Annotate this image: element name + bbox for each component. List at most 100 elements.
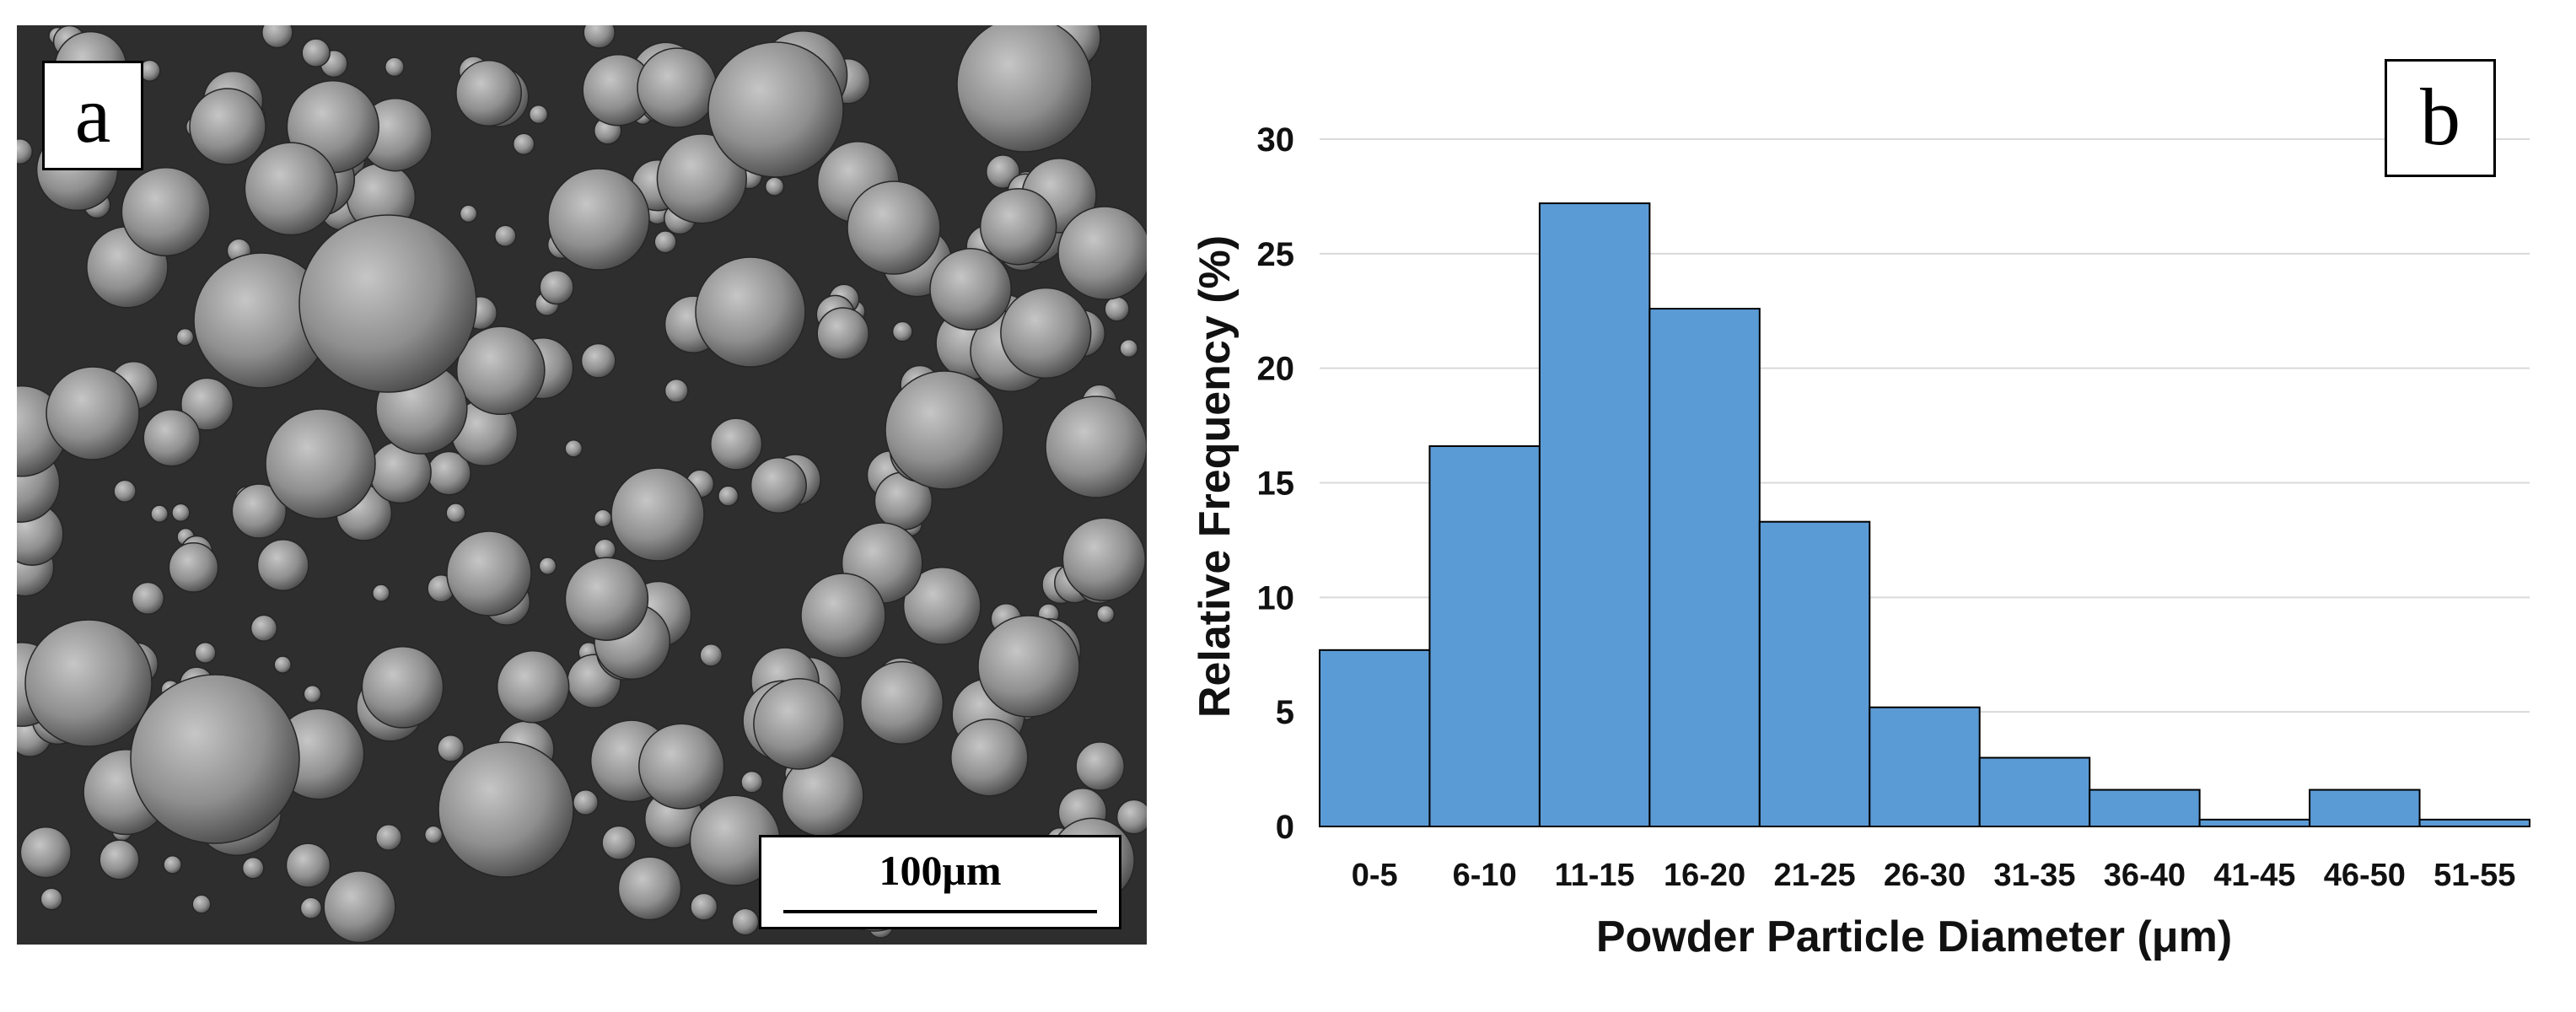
x-tick-label: 36-40: [2104, 858, 2186, 893]
powder-particle: [710, 417, 763, 471]
bar-36-40: [2089, 789, 2201, 827]
powder-particle: [564, 439, 583, 458]
powder-particle: [1104, 296, 1130, 322]
powder-particle: [860, 660, 944, 745]
powder-particle: [617, 856, 682, 921]
powder-particle: [1096, 605, 1116, 624]
panel-label-b: b: [2385, 59, 2496, 177]
powder-particle: [1045, 396, 1147, 498]
powder-particle: [143, 409, 201, 467]
powder-particle: [512, 132, 535, 156]
bar-6-10: [1428, 445, 1541, 827]
powder-particle: [298, 214, 477, 393]
powder-particle: [977, 615, 1080, 718]
powder-particle: [1057, 206, 1147, 300]
powder-particle: [1116, 799, 1147, 835]
y-tick-label: 5: [1276, 694, 1294, 731]
powder-particle: [985, 154, 1020, 190]
powder-particle: [494, 224, 517, 247]
powder-particle: [303, 684, 322, 703]
bar-46-50: [2309, 789, 2421, 827]
histogram-panel: 0 5 10 15 20 25 30 0-5 6-10 11-15 16-20 21-25 26-30…: [1155, 25, 2546, 987]
powder-particle: [46, 366, 140, 460]
powder-particle: [113, 479, 137, 503]
x-tick-label: 31-35: [1993, 858, 2075, 893]
powder-particle: [1119, 338, 1138, 358]
powder-particle: [547, 168, 650, 271]
powder-particle: [573, 789, 599, 816]
histogram-chart: 0 5 10 15 20 25 30 0-5 6-10 11-15 16-20 21-25 26-30…: [1191, 121, 2530, 961]
powder-particle: [564, 557, 649, 641]
powder-particle: [423, 825, 444, 844]
powder-particle: [131, 581, 165, 616]
powder-particle: [956, 25, 1093, 153]
powder-particle: [528, 104, 549, 125]
powder-particle: [299, 896, 323, 920]
powder-particle: [731, 907, 760, 936]
powder-particle: [538, 557, 557, 575]
powder-particle: [695, 256, 806, 368]
powder-particle: [610, 467, 705, 562]
powder-particle: [583, 25, 616, 49]
powder-particle: [539, 269, 574, 305]
sem-micrograph-panel: a 100μm: [17, 25, 1147, 945]
bar-0-5: [1319, 649, 1431, 827]
powder-particle: [384, 57, 405, 78]
powder-particle: [664, 378, 689, 403]
y-tick-label: 0: [1276, 809, 1294, 846]
y-axis-ticks: 0 5 10 15 20 25 30: [1257, 121, 1295, 846]
powder-particle: [24, 619, 153, 747]
powder-particle: [653, 230, 677, 254]
x-tick-label: 16-20: [1664, 858, 1745, 893]
powder-particle: [231, 483, 288, 539]
powder-particle: [261, 25, 293, 49]
bar-31-35: [1978, 756, 2091, 827]
powder-particle: [361, 645, 444, 729]
powder-particle: [891, 320, 913, 342]
powder-particle: [194, 641, 217, 665]
powder-particle: [175, 327, 195, 347]
powder-particle: [256, 539, 309, 592]
powder-particle: [40, 887, 63, 911]
x-tick-label: 46-50: [2324, 858, 2406, 893]
powder-particle: [438, 741, 574, 878]
panel-label-a: a: [42, 61, 143, 170]
x-axis-title: Powder Particle Diameter (μm): [1596, 912, 2232, 961]
powder-particle: [707, 41, 844, 178]
powder-particle: [459, 204, 478, 223]
x-tick-label: 0-5: [1352, 858, 1398, 893]
powder-particle: [816, 307, 869, 360]
powder-particle: [455, 326, 546, 416]
powder-particle: [601, 825, 637, 860]
histogram-bars: [1319, 202, 2530, 828]
bar-11-15: [1538, 202, 1651, 828]
powder-particle: [323, 870, 396, 944]
x-tick-label: 21-25: [1773, 858, 1855, 893]
scale-bar-box: 100μm: [759, 835, 1121, 929]
powder-particle: [446, 530, 532, 616]
y-tick-label: 10: [1257, 579, 1295, 616]
powder-particle: [285, 842, 331, 888]
powder-particle: [718, 485, 739, 507]
powder-particle: [244, 142, 338, 236]
powder-particle: [445, 503, 466, 524]
scale-bar-label: 100μm: [879, 847, 1002, 894]
powder-particle: [301, 38, 331, 67]
y-tick-label: 15: [1257, 466, 1295, 503]
powder-particle: [979, 187, 1057, 266]
powder-particle: [950, 718, 1029, 797]
x-tick-label: 41-45: [2213, 858, 2295, 893]
powder-particle: [902, 566, 981, 645]
powder-particle: [699, 643, 723, 667]
bar-51-55: [2418, 818, 2530, 827]
powder-particle: [656, 133, 747, 224]
powder-particle: [580, 342, 616, 379]
powder-particle: [19, 826, 72, 879]
powder-particle: [273, 655, 292, 674]
powder-particle: [375, 824, 402, 851]
powder-particle: [740, 770, 764, 794]
powder-particle: [1075, 741, 1126, 791]
powder-particle: [750, 456, 807, 514]
powder-particle: [163, 854, 182, 875]
powder-particle: [150, 504, 169, 524]
